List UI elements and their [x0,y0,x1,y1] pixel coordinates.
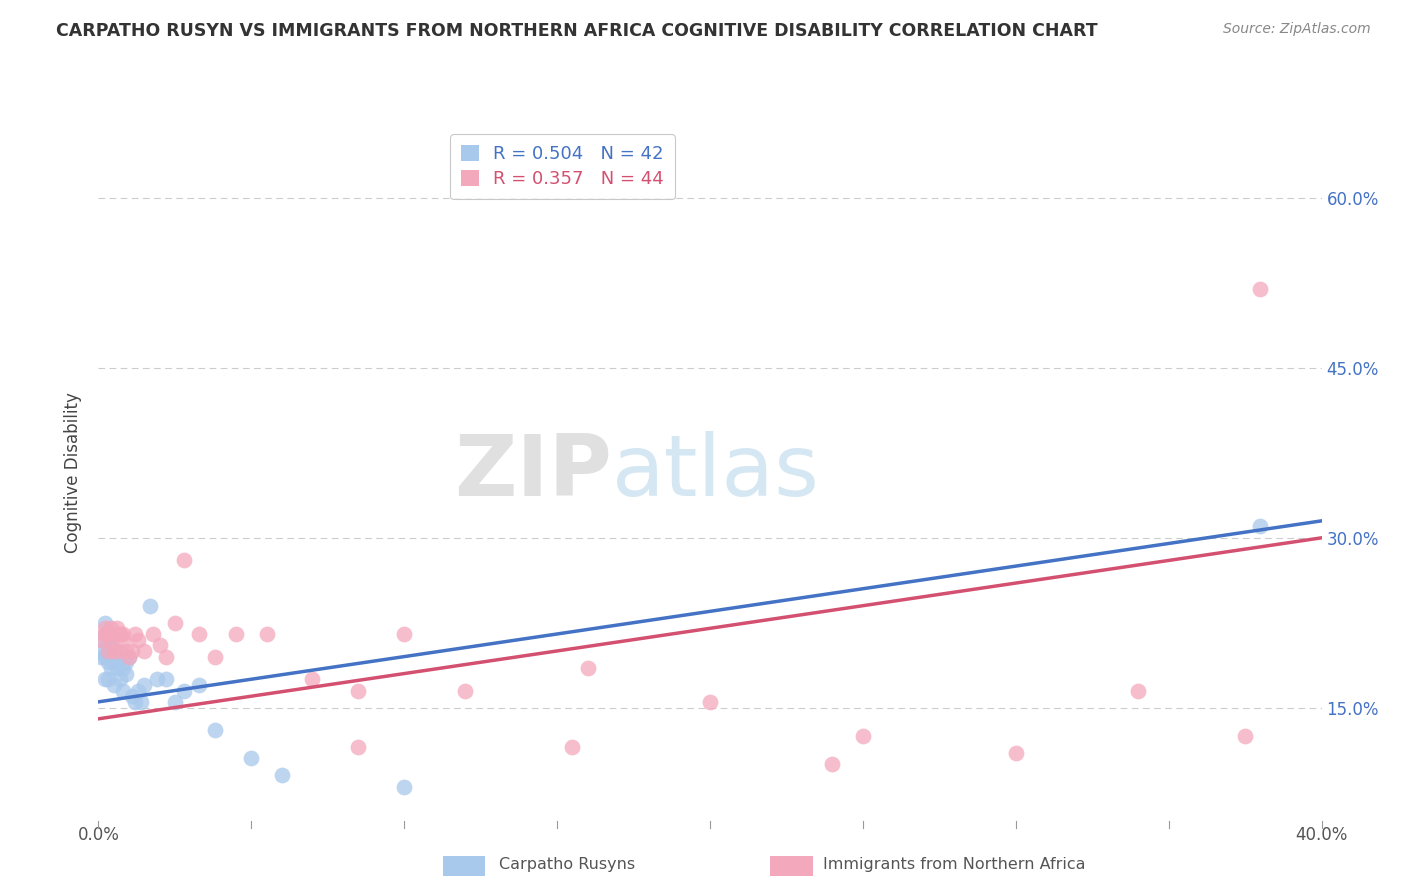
Point [100,649,122,664]
Point [115,644,138,658]
Point [155,649,177,664]
Point [90,644,112,658]
Point [111,661,134,675]
Point [454,683,477,698]
Text: Source: ZipAtlas.com: Source: ZipAtlas.com [1223,22,1371,37]
Point [103,655,125,669]
Point [204,649,226,664]
Point [90,649,112,664]
Text: atlas: atlas [612,431,820,515]
Point [1249,519,1271,533]
Y-axis label: Cognitive Disability: Cognitive Disability [65,392,83,553]
Point [105,649,128,664]
Point [576,661,599,675]
Point [561,740,583,755]
Point [149,638,172,652]
Point [100,661,122,675]
Point [139,599,162,613]
Point [97,627,120,641]
Point [108,627,131,641]
Point [142,627,165,641]
Point [225,627,247,641]
Point [103,678,125,692]
Point [134,644,156,658]
Point [699,695,721,709]
Point [105,644,128,658]
Point [204,723,226,738]
Point [121,644,143,658]
Point [111,683,134,698]
Point [108,672,131,686]
Point [100,632,122,647]
Point [103,644,125,658]
Point [392,780,416,794]
Point [155,672,177,686]
Point [163,695,186,709]
Point [145,672,167,686]
Point [93,649,115,664]
Point [97,638,120,652]
Point [270,768,292,782]
Text: Carpatho Rusyns: Carpatho Rusyns [499,857,636,872]
Point [111,627,134,641]
Text: CARPATHO RUSYN VS IMMIGRANTS FROM NORTHERN AFRICA COGNITIVE DISABILITY CORRELATI: CARPATHO RUSYN VS IMMIGRANTS FROM NORTHE… [56,22,1098,40]
Point [124,695,146,709]
Point [93,621,115,635]
Point [97,672,120,686]
Point [93,627,115,641]
Point [301,672,323,686]
Point [821,757,844,772]
Point [93,672,115,686]
Point [100,632,122,647]
Point [1004,746,1026,760]
Point [118,649,141,664]
Point [90,632,112,647]
Point [97,627,120,641]
Point [347,740,370,755]
Point [111,632,134,647]
Point [163,615,186,630]
Point [108,644,131,658]
Point [105,661,128,675]
Point [1249,282,1271,296]
Point [93,627,115,641]
Point [188,627,211,641]
Point [127,632,149,647]
Point [115,666,138,681]
Point [392,627,416,641]
Text: Immigrants from Northern Africa: Immigrants from Northern Africa [823,857,1085,872]
Point [173,553,195,567]
Point [118,649,141,664]
Point [240,751,263,765]
Point [103,627,125,641]
Point [103,644,125,658]
Point [108,627,131,641]
Point [1234,729,1257,743]
Text: ZIP: ZIP [454,431,612,515]
Point [121,689,143,703]
Point [129,695,152,709]
Point [93,615,115,630]
Point [347,683,370,698]
Point [105,621,128,635]
Point [127,683,149,698]
Point [173,683,195,698]
Legend: R = 0.504   N = 42, R = 0.357   N = 44: R = 0.504 N = 42, R = 0.357 N = 44 [450,134,675,199]
Point [100,621,122,635]
Point [115,655,138,669]
Point [852,729,875,743]
Point [188,678,211,692]
Point [90,632,112,647]
Point [124,627,146,641]
Point [97,644,120,658]
Point [134,678,156,692]
Point [256,627,278,641]
Point [1128,683,1150,698]
Point [97,655,120,669]
